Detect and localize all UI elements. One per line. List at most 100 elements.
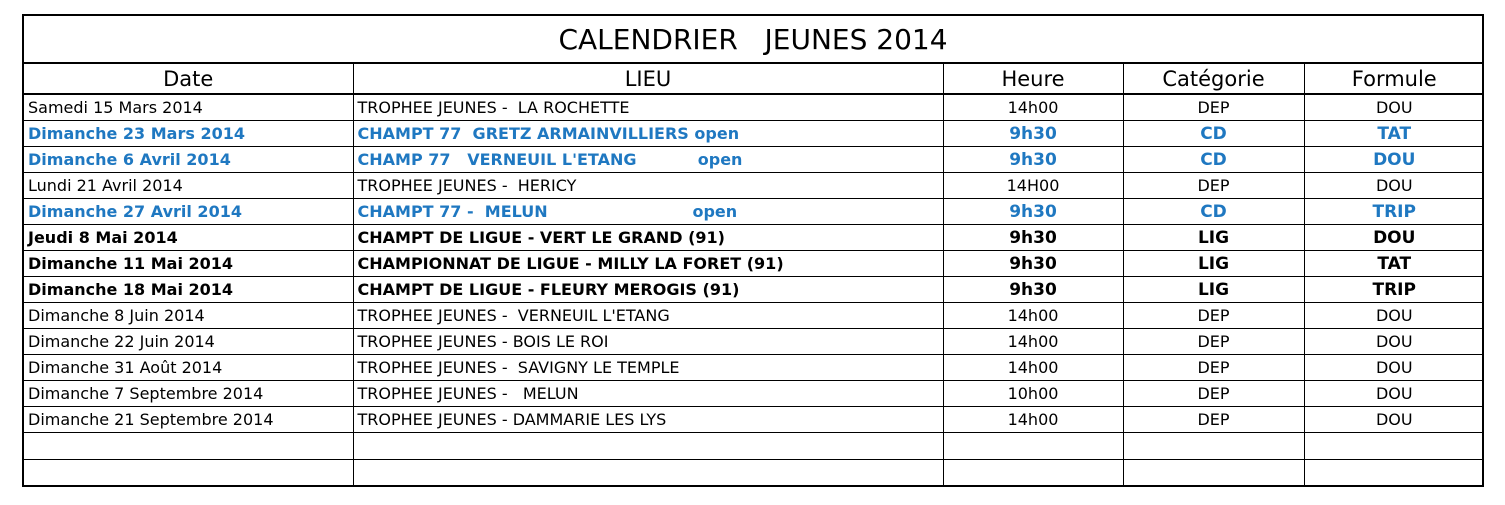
empty-cell bbox=[24, 459, 354, 486]
calendar-table: Date LIEU Heure Catégorie Formule Samedi… bbox=[24, 64, 1484, 486]
empty-cell bbox=[1123, 459, 1305, 486]
empty-cell bbox=[1123, 432, 1305, 460]
cell-heure: 14h00 bbox=[943, 328, 1124, 355]
cell-lieu: TROPHEE JEUNES - MELUN bbox=[353, 380, 944, 407]
cell-categorie: DEP bbox=[1123, 354, 1305, 381]
cell-formule: DOU bbox=[1304, 94, 1484, 121]
page-title: CALENDRIER JEUNES 2014 bbox=[24, 16, 1482, 64]
cell-lieu: TROPHEE JEUNES - BOIS LE ROI bbox=[353, 328, 944, 355]
column-header-date: Date bbox=[24, 64, 354, 95]
cell-date: Samedi 15 Mars 2014 bbox=[24, 94, 354, 121]
cell-categorie: CD bbox=[1123, 146, 1305, 173]
cell-date: Dimanche 7 Septembre 2014 bbox=[24, 380, 354, 407]
empty-cell bbox=[353, 459, 944, 486]
cell-lieu: CHAMPT 77 GRETZ ARMAINVILLIERS open bbox=[353, 120, 944, 147]
column-header-categorie: Catégorie bbox=[1123, 64, 1305, 95]
cell-lieu: TROPHEE JEUNES - HERICY bbox=[353, 172, 944, 199]
cell-categorie: LIG bbox=[1123, 276, 1305, 303]
cell-categorie: CD bbox=[1123, 198, 1305, 225]
cell-heure: 9h30 bbox=[943, 146, 1124, 173]
cell-formule: TAT bbox=[1304, 250, 1484, 277]
empty-cell bbox=[353, 432, 944, 460]
cell-formule: DOU bbox=[1304, 302, 1484, 329]
cell-formule: DOU bbox=[1304, 406, 1484, 433]
cell-date: Dimanche 18 Mai 2014 bbox=[24, 276, 354, 303]
table-row: Dimanche 22 Juin 2014 TROPHEE JEUNES - BO… bbox=[24, 328, 1484, 355]
cell-lieu: TROPHEE JEUNES - VERNEUIL L'ETANG bbox=[353, 302, 944, 329]
cell-categorie: DEP bbox=[1123, 172, 1305, 199]
empty-cell bbox=[1304, 460, 1484, 487]
cell-heure: 9h30 bbox=[943, 120, 1124, 147]
cell-heure: 9h30 bbox=[943, 250, 1124, 277]
column-header-lieu: LIEU bbox=[353, 64, 944, 95]
cell-lieu: CHAMP 77 VERNEUIL L'ETANG open bbox=[353, 146, 944, 173]
cell-formule: DOU bbox=[1304, 380, 1484, 407]
cell-lieu: CHAMPT DE LIGUE - FLEURY MEROGIS (91) bbox=[353, 276, 944, 303]
cell-lieu: TROPHEE JEUNES - LA ROCHETTE bbox=[353, 94, 944, 121]
table-row: Dimanche 8 Juin 2014 TROPHEE JEUNES - VER… bbox=[24, 302, 1484, 329]
cell-formule: DOU bbox=[1304, 172, 1484, 199]
cell-heure: 14H00 bbox=[943, 172, 1124, 199]
cell-lieu: CHAMPT DE LIGUE - VERT LE GRAND (91) bbox=[353, 224, 944, 251]
table-row: Lundi 21 Avril 2014 TROPHEE JEUNES - HERI… bbox=[24, 172, 1484, 199]
cell-formule: TRIP bbox=[1304, 276, 1484, 303]
cell-categorie: DEP bbox=[1123, 406, 1305, 433]
cell-heure: 14h00 bbox=[943, 302, 1124, 329]
empty-cell bbox=[24, 432, 354, 460]
table-row: Dimanche 21 Septembre 2014 TROPHEE JEUNES… bbox=[24, 406, 1484, 433]
cell-lieu: CHAMPT 77 - MELUN open bbox=[353, 198, 944, 225]
cell-categorie: CD bbox=[1123, 120, 1305, 147]
cell-date: Dimanche 22 Juin 2014 bbox=[24, 328, 354, 355]
calendar-sheet: CALENDRIER JEUNES 2014 Date LIEU Heure C… bbox=[22, 14, 1484, 487]
cell-date: Dimanche 21 Septembre 2014 bbox=[24, 406, 354, 433]
cell-heure: 14h00 bbox=[943, 406, 1124, 433]
cell-heure: 9h30 bbox=[943, 224, 1124, 251]
table-row: Dimanche 23 Mars 2014 CHAMPT 77 GRETZ ARM… bbox=[24, 120, 1484, 147]
table-row: Dimanche 27 Avril 2014 CHAMPT 77 - MELUN … bbox=[24, 198, 1484, 225]
cell-formule: DOU bbox=[1304, 354, 1484, 381]
cell-heure: 9h30 bbox=[943, 198, 1124, 225]
cell-date: Dimanche 31 Août 2014 bbox=[24, 354, 354, 381]
table-row: Samedi 15 Mars 2014 TROPHEE JEUNES - LA R… bbox=[24, 94, 1484, 121]
cell-date: Dimanche 11 Mai 2014 bbox=[24, 250, 354, 277]
cell-date: Jeudi 8 Mai 2014 bbox=[24, 224, 354, 251]
cell-categorie: DEP bbox=[1123, 94, 1305, 121]
cell-heure: 14h00 bbox=[943, 94, 1124, 121]
empty-table-row bbox=[24, 459, 1484, 487]
cell-heure: 10h00 bbox=[943, 380, 1124, 407]
cell-categorie: LIG bbox=[1123, 224, 1305, 251]
cell-lieu: CHAMPIONNAT DE LIGUE - MILLY LA FORET (9… bbox=[353, 250, 944, 277]
cell-lieu: TROPHEE JEUNES - DAMMARIE LES LYS bbox=[353, 406, 944, 433]
cell-categorie: DEP bbox=[1123, 380, 1305, 407]
cell-categorie: DEP bbox=[1123, 302, 1305, 329]
cell-date: Lundi 21 Avril 2014 bbox=[24, 172, 354, 199]
cell-formule: TAT bbox=[1304, 120, 1484, 147]
table-row: Dimanche 11 Mai 2014 CHAMPIONNAT DE LIGUE… bbox=[24, 250, 1484, 277]
column-header-heure: Heure bbox=[943, 64, 1124, 95]
cell-categorie: DEP bbox=[1123, 328, 1305, 355]
cell-date: Dimanche 23 Mars 2014 bbox=[24, 120, 354, 147]
cell-date: Dimanche 27 Avril 2014 bbox=[24, 198, 354, 225]
table-row: Dimanche 18 Mai 2014 CHAMPT DE LIGUE - FL… bbox=[24, 276, 1484, 303]
cell-heure: 14h00 bbox=[943, 354, 1124, 381]
column-header-formule: Formule bbox=[1304, 64, 1484, 95]
cell-lieu: TROPHEE JEUNES - SAVIGNY LE TEMPLE bbox=[353, 354, 944, 381]
table-row: Jeudi 8 Mai 2014 CHAMPT DE LIGUE - VERT L… bbox=[24, 224, 1484, 251]
table-row: Dimanche 31 Août 2014 TROPHEE JEUNES - SA… bbox=[24, 354, 1484, 381]
table-row: Dimanche 7 Septembre 2014 TROPHEE JEUNES … bbox=[24, 380, 1484, 407]
empty-cell bbox=[1304, 432, 1484, 460]
cell-categorie: LIG bbox=[1123, 250, 1305, 277]
empty-cell bbox=[943, 432, 1124, 460]
cell-formule: DOU bbox=[1304, 146, 1484, 173]
cell-formule: DOU bbox=[1304, 224, 1484, 251]
cell-date: Dimanche 6 Avril 2014 bbox=[24, 146, 354, 173]
table-row: Dimanche 6 Avril 2014 CHAMP 77 VERNEUIL L… bbox=[24, 146, 1484, 173]
empty-table-row bbox=[24, 432, 1484, 460]
cell-date: Dimanche 8 Juin 2014 bbox=[24, 302, 354, 329]
header-row: Date LIEU Heure Catégorie Formule bbox=[24, 64, 1484, 95]
cell-heure: 9h30 bbox=[943, 276, 1124, 303]
empty-cell bbox=[943, 459, 1124, 486]
cell-formule: DOU bbox=[1304, 328, 1484, 355]
table-body: Samedi 15 Mars 2014 TROPHEE JEUNES - LA R… bbox=[24, 94, 1484, 486]
cell-formule: TRIP bbox=[1304, 198, 1484, 225]
